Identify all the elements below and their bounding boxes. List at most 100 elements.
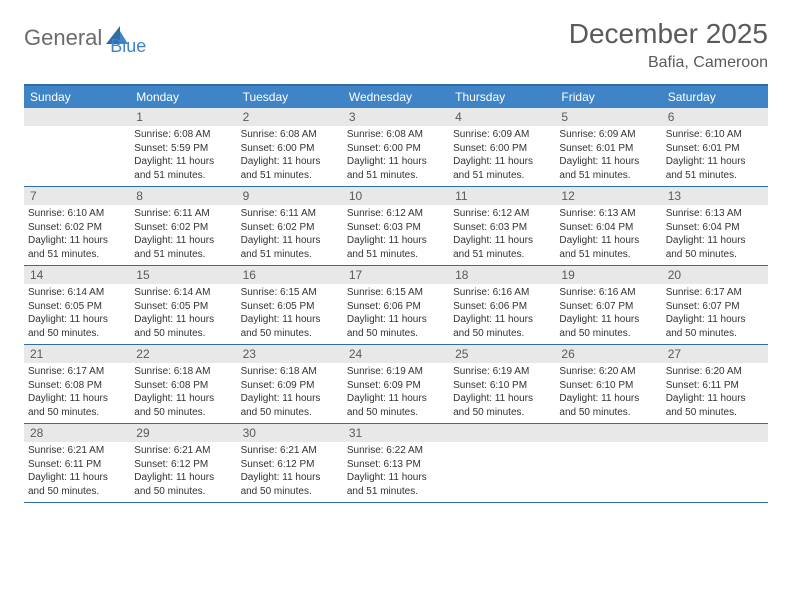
sunset-text: Sunset: 6:02 PM: [134, 221, 232, 235]
sunset-text: Sunset: 5:59 PM: [134, 142, 232, 156]
weekday-saturday: Saturday: [662, 86, 768, 108]
day-cell: 24Sunrise: 6:19 AMSunset: 6:09 PMDayligh…: [343, 345, 449, 423]
sunset-text: Sunset: 6:09 PM: [241, 379, 339, 393]
day-number: 30: [237, 424, 343, 442]
day-number: 22: [130, 345, 236, 363]
logo-text-general: General: [24, 25, 102, 51]
day-number: 6: [662, 108, 768, 126]
day-body: Sunrise: 6:15 AMSunset: 6:05 PMDaylight:…: [237, 284, 343, 344]
sunrise-text: Sunrise: 6:17 AM: [666, 286, 764, 300]
daylight-text: Daylight: 11 hours and 51 minutes.: [559, 155, 657, 182]
day-number: 12: [555, 187, 661, 205]
day-cell: 27 Sunrise: 6:20 AMSunset: 6:11 PMDayligh…: [662, 345, 768, 423]
daylight-text: Daylight: 11 hours and 50 minutes.: [666, 392, 764, 419]
day-cell: 21Sunrise: 6:17 AMSunset: 6:08 PMDayligh…: [24, 345, 130, 423]
day-number: 29: [130, 424, 236, 442]
sunset-text: Sunset: 6:04 PM: [666, 221, 764, 235]
day-body: Sunrise: 6:09 AMSunset: 6:00 PMDaylight:…: [449, 126, 555, 186]
week-row: 21Sunrise: 6:17 AMSunset: 6:08 PMDayligh…: [24, 345, 768, 424]
daylight-text: Daylight: 11 hours and 50 minutes.: [347, 392, 445, 419]
sunrise-text: Sunrise: 6:11 AM: [134, 207, 232, 221]
sunset-text: Sunset: 6:11 PM: [666, 379, 764, 393]
day-number: 5: [555, 108, 661, 126]
day-number: 13: [662, 187, 768, 205]
day-number: 7: [24, 187, 130, 205]
sunrise-text: Sunrise: 6:22 AM: [347, 444, 445, 458]
sunrise-text: Sunrise: 6:19 AM: [453, 365, 551, 379]
daylight-text: Daylight: 11 hours and 51 minutes.: [666, 155, 764, 182]
day-cell: 14Sunrise: 6:14 AMSunset: 6:05 PMDayligh…: [24, 266, 130, 344]
day-body: [662, 442, 768, 448]
day-cell: 5 Sunrise: 6:09 AMSunset: 6:01 PMDaylight…: [555, 108, 661, 186]
sunrise-text: Sunrise: 6:17 AM: [28, 365, 126, 379]
day-cell: 12Sunrise: 6:13 AMSunset: 6:04 PMDayligh…: [555, 187, 661, 265]
sunrise-text: Sunrise: 6:09 AM: [559, 128, 657, 142]
daylight-text: Daylight: 11 hours and 51 minutes.: [347, 155, 445, 182]
day-cell: 7Sunrise: 6:10 AMSunset: 6:02 PMDaylight…: [24, 187, 130, 265]
sunset-text: Sunset: 6:11 PM: [28, 458, 126, 472]
daylight-text: Daylight: 11 hours and 50 minutes.: [241, 471, 339, 498]
day-number: 10: [343, 187, 449, 205]
day-cell: 28Sunrise: 6:21 AMSunset: 6:11 PMDayligh…: [24, 424, 130, 502]
sunset-text: Sunset: 6:12 PM: [241, 458, 339, 472]
daylight-text: Daylight: 11 hours and 51 minutes.: [453, 155, 551, 182]
sunrise-text: Sunrise: 6:10 AM: [666, 128, 764, 142]
title-block: December 2025 Bafia, Cameroon: [569, 18, 768, 72]
header: General Blue December 2025 Bafia, Camero…: [24, 18, 768, 72]
day-number: 11: [449, 187, 555, 205]
day-number: 17: [343, 266, 449, 284]
page: General Blue December 2025 Bafia, Camero…: [0, 0, 792, 521]
daylight-text: Daylight: 11 hours and 51 minutes.: [28, 234, 126, 261]
daylight-text: Daylight: 11 hours and 51 minutes.: [347, 471, 445, 498]
day-cell: 11Sunrise: 6:12 AMSunset: 6:03 PMDayligh…: [449, 187, 555, 265]
weeks-container: 1Sunrise: 6:08 AMSunset: 5:59 PMDaylight…: [24, 108, 768, 503]
week-row: 28Sunrise: 6:21 AMSunset: 6:11 PMDayligh…: [24, 424, 768, 503]
sunset-text: Sunset: 6:09 PM: [347, 379, 445, 393]
day-cell: 20Sunrise: 6:17 AMSunset: 6:07 PMDayligh…: [662, 266, 768, 344]
day-body: Sunrise: 6:15 AMSunset: 6:06 PMDaylight:…: [343, 284, 449, 344]
sunrise-text: Sunrise: 6:14 AM: [28, 286, 126, 300]
day-number: 18: [449, 266, 555, 284]
daylight-text: Daylight: 11 hours and 51 minutes.: [559, 234, 657, 261]
daylight-text: Daylight: 11 hours and 50 minutes.: [28, 313, 126, 340]
sunset-text: Sunset: 6:07 PM: [559, 300, 657, 314]
day-body: Sunrise: 6:08 AMSunset: 6:00 PMDaylight:…: [237, 126, 343, 186]
day-number: 31: [343, 424, 449, 442]
day-cell: [449, 424, 555, 502]
sunset-text: Sunset: 6:00 PM: [453, 142, 551, 156]
day-cell: 6Sunrise: 6:10 AMSunset: 6:01 PMDaylight…: [662, 108, 768, 186]
sunrise-text: Sunrise: 6:19 AM: [347, 365, 445, 379]
calendar: Sunday Monday Tuesday Wednesday Thursday…: [24, 84, 768, 503]
day-body: Sunrise: 6:19 AMSunset: 6:10 PMDaylight:…: [449, 363, 555, 423]
sunset-text: Sunset: 6:02 PM: [241, 221, 339, 235]
day-number: [449, 424, 555, 442]
daylight-text: Daylight: 11 hours and 50 minutes.: [241, 313, 339, 340]
sunrise-text: Sunrise: 6:08 AM: [241, 128, 339, 142]
sunrise-text: Sunrise: 6:20 AM: [559, 365, 657, 379]
week-row: 7Sunrise: 6:10 AMSunset: 6:02 PMDaylight…: [24, 187, 768, 266]
week-row: 14Sunrise: 6:14 AMSunset: 6:05 PMDayligh…: [24, 266, 768, 345]
day-body: Sunrise: 6:08 AMSunset: 5:59 PMDaylight:…: [130, 126, 236, 186]
weekday-tuesday: Tuesday: [237, 86, 343, 108]
sunrise-text: Sunrise: 6:08 AM: [347, 128, 445, 142]
sunrise-text: Sunrise: 6:16 AM: [559, 286, 657, 300]
day-cell: 23Sunrise: 6:18 AMSunset: 6:09 PMDayligh…: [237, 345, 343, 423]
sunset-text: Sunset: 6:05 PM: [134, 300, 232, 314]
day-cell: 9Sunrise: 6:11 AMSunset: 6:02 PMDaylight…: [237, 187, 343, 265]
daylight-text: Daylight: 11 hours and 51 minutes.: [241, 234, 339, 261]
daylight-text: Daylight: 11 hours and 51 minutes.: [347, 234, 445, 261]
weekday-row: Sunday Monday Tuesday Wednesday Thursday…: [24, 86, 768, 108]
weekday-thursday: Thursday: [449, 86, 555, 108]
day-number: 21: [24, 345, 130, 363]
day-body: Sunrise: 6:16 AMSunset: 6:06 PMDaylight:…: [449, 284, 555, 344]
sunrise-text: Sunrise: 6:20 AM: [666, 365, 764, 379]
day-number: 9: [237, 187, 343, 205]
daylight-text: Daylight: 11 hours and 50 minutes.: [28, 392, 126, 419]
day-body: [555, 442, 661, 448]
sunset-text: Sunset: 6:01 PM: [559, 142, 657, 156]
day-number: 27: [662, 345, 768, 363]
day-cell: 8Sunrise: 6:11 AMSunset: 6:02 PMDaylight…: [130, 187, 236, 265]
page-subtitle: Bafia, Cameroon: [569, 54, 768, 72]
weekday-sunday: Sunday: [24, 86, 130, 108]
day-cell: 16Sunrise: 6:15 AMSunset: 6:05 PMDayligh…: [237, 266, 343, 344]
